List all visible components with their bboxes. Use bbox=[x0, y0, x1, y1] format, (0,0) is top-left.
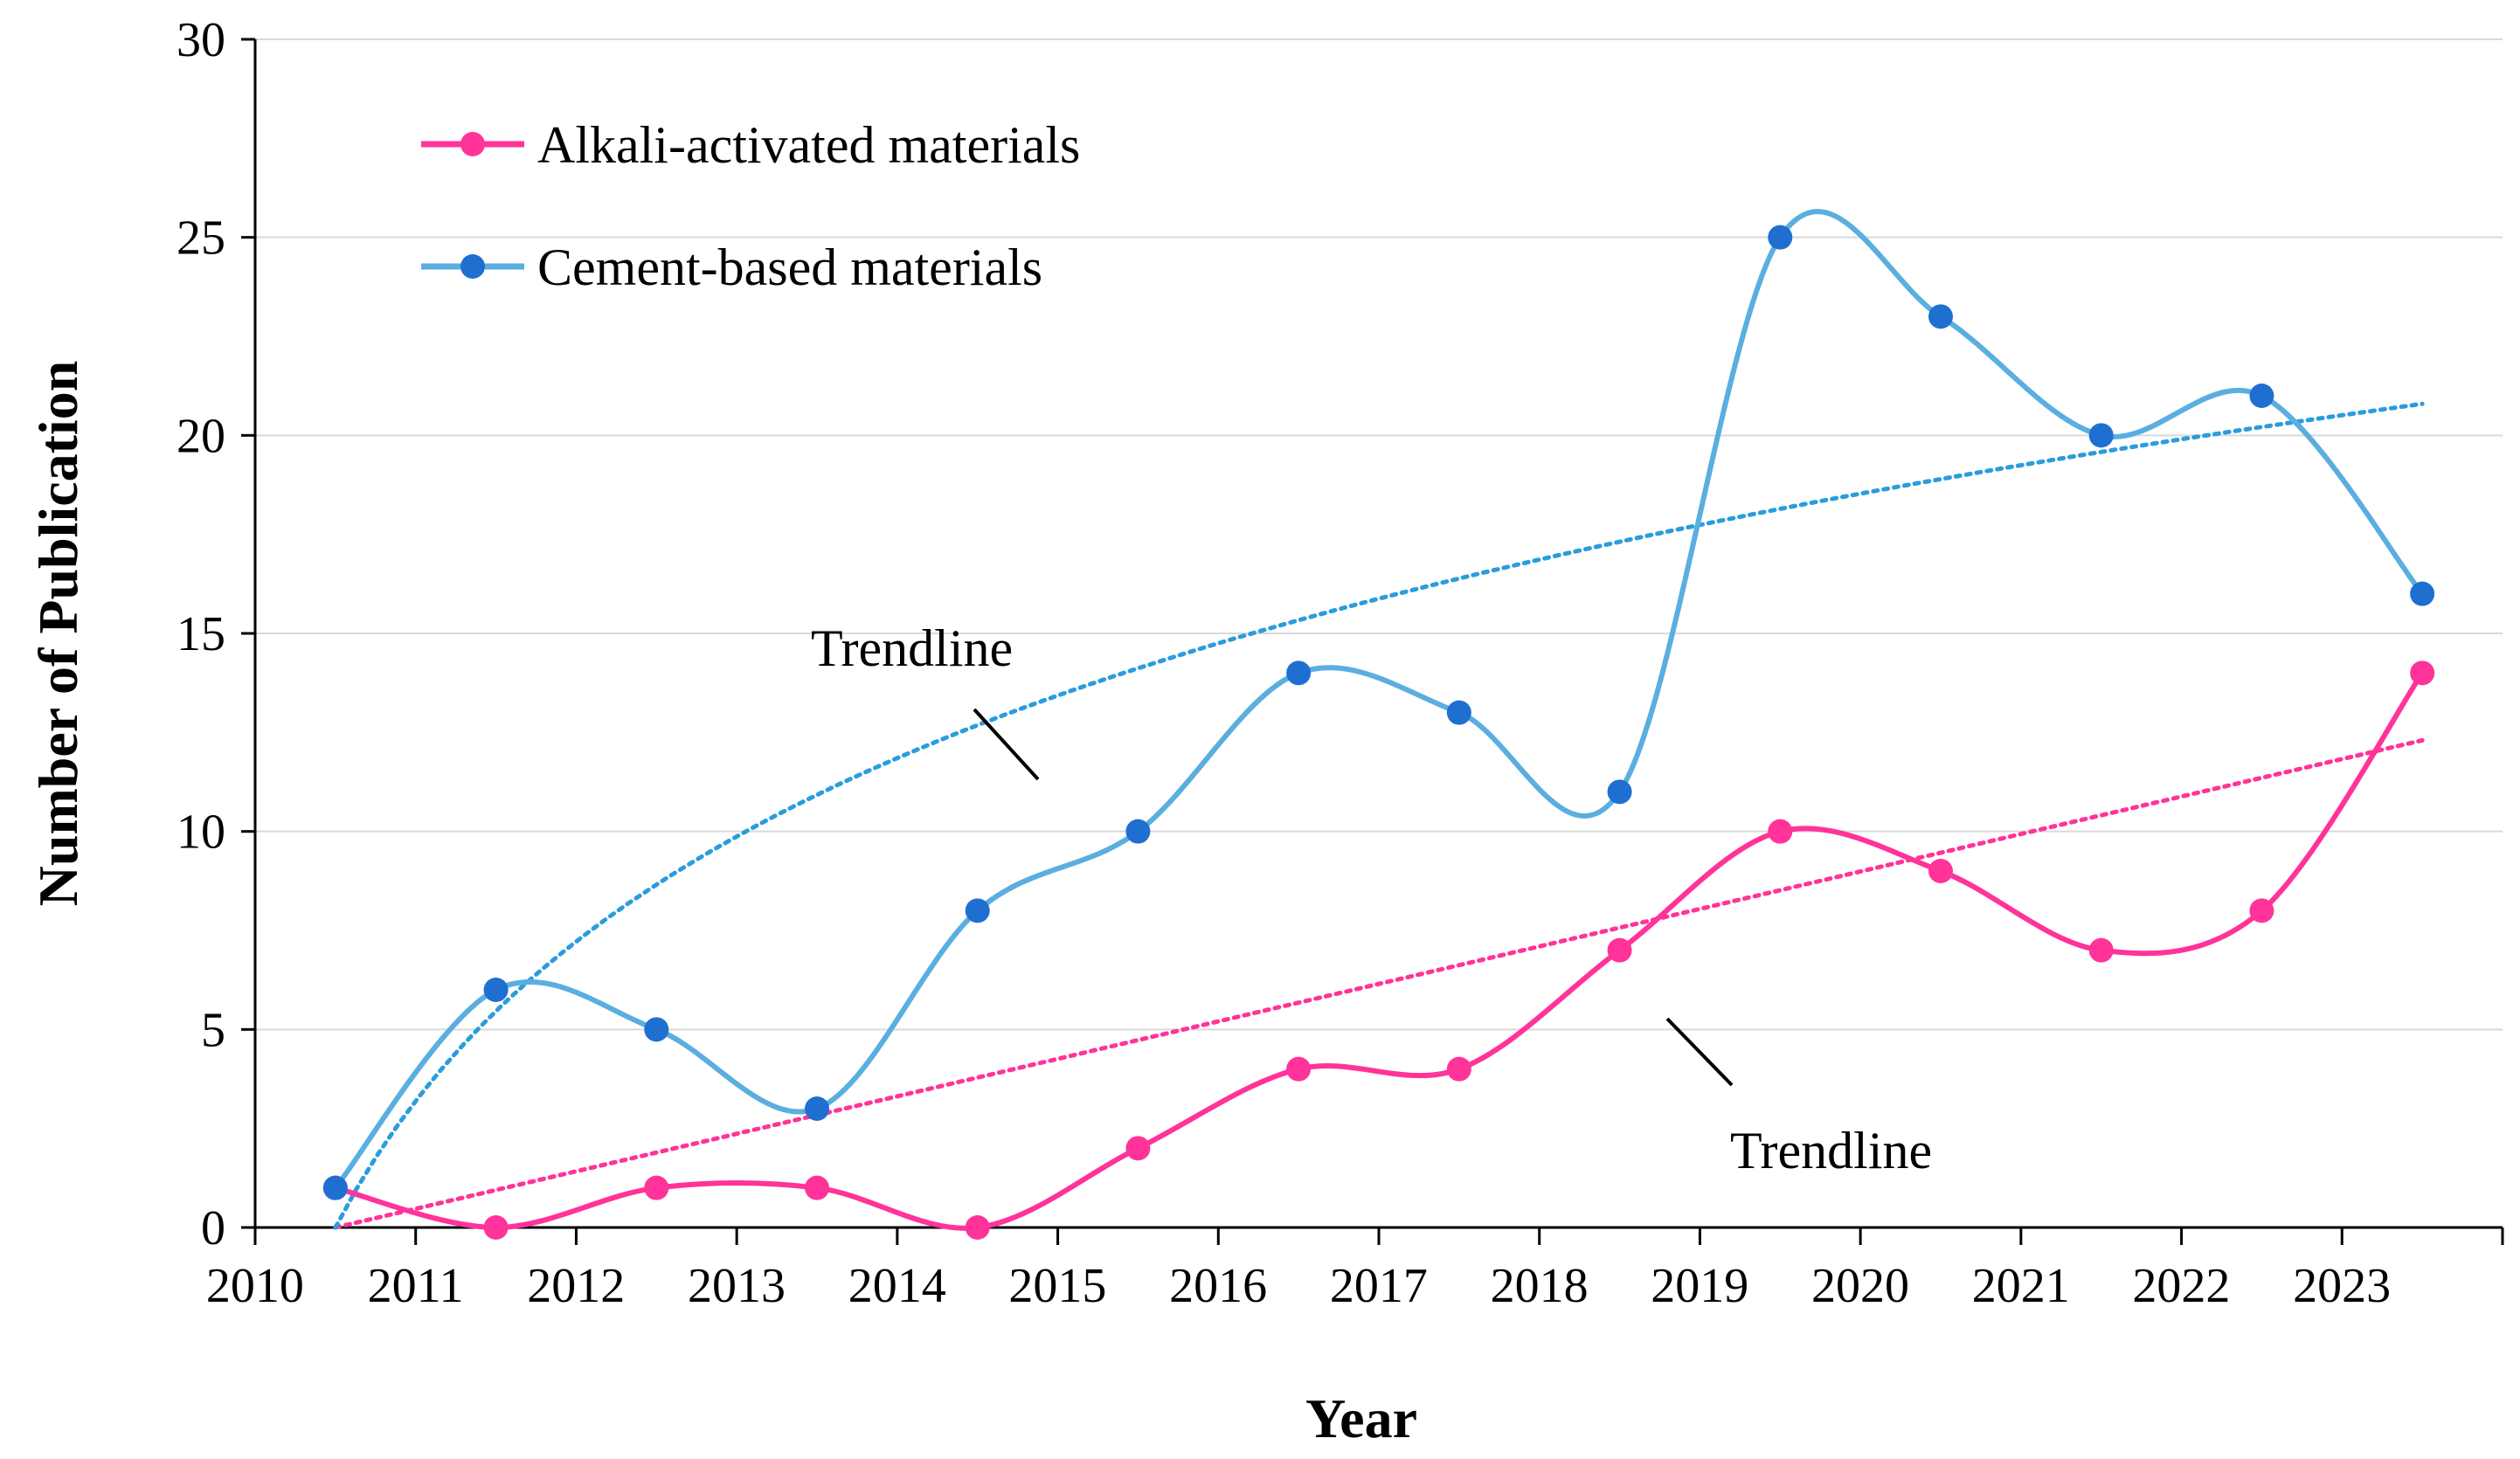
x-tick-label: 2014 bbox=[848, 1259, 946, 1313]
data-point-cement bbox=[322, 1175, 348, 1200]
data-point-cement bbox=[1125, 819, 1151, 844]
data-point-alkali bbox=[1286, 1056, 1312, 1082]
x-tick-label: 2017 bbox=[1330, 1259, 1428, 1313]
data-point-cement bbox=[1446, 700, 1471, 725]
legend-swatch-marker-alkali bbox=[460, 132, 485, 156]
data-point-alkali bbox=[1607, 937, 1632, 963]
x-tick-label: 2013 bbox=[688, 1259, 786, 1313]
data-point-alkali bbox=[1928, 859, 1953, 883]
data-point-alkali bbox=[805, 1175, 829, 1200]
y-tick-label: 15 bbox=[177, 607, 225, 661]
data-point-cement bbox=[483, 978, 509, 1002]
trendline-cement bbox=[333, 401, 2425, 1230]
x-tick-label: 2012 bbox=[527, 1259, 625, 1313]
data-point-alkali bbox=[2410, 660, 2435, 686]
x-tick-label: 2021 bbox=[1972, 1259, 2070, 1313]
data-point-cement bbox=[1607, 779, 1632, 805]
data-point-cement bbox=[2088, 423, 2114, 448]
x-tick-label: 2020 bbox=[1811, 1259, 1909, 1313]
x-tick-label: 2023 bbox=[2293, 1259, 2391, 1313]
data-point-alkali bbox=[483, 1215, 509, 1240]
data-point-cement bbox=[965, 898, 990, 923]
data-point-alkali bbox=[965, 1215, 990, 1240]
data-point-cement bbox=[644, 1017, 669, 1042]
annotation-pointer bbox=[973, 708, 1040, 781]
data-point-cement bbox=[2249, 384, 2274, 408]
legend-label-cement: Cement-based materials bbox=[537, 239, 1042, 296]
legend-label-alkali: Alkali-activated materials bbox=[537, 116, 1080, 174]
x-tick-label: 2018 bbox=[1491, 1259, 1589, 1313]
x-tick-label: 2019 bbox=[1651, 1259, 1748, 1313]
y-tick-label: 5 bbox=[201, 1003, 225, 1057]
trendline-alkali bbox=[333, 737, 2425, 1230]
annotation-label: Trendline bbox=[1730, 1122, 1932, 1179]
data-point-cement bbox=[1768, 225, 1793, 250]
axes bbox=[241, 38, 2504, 1245]
legend-swatch-marker-cement bbox=[460, 254, 485, 279]
y-tick-label: 30 bbox=[177, 13, 225, 67]
y-tick-label: 20 bbox=[177, 409, 225, 463]
data-point-alkali bbox=[644, 1175, 669, 1200]
x-tick-label: 2011 bbox=[368, 1259, 464, 1313]
y-axis-title: Number of Publication bbox=[27, 361, 89, 907]
x-tick-label: 2015 bbox=[1008, 1259, 1106, 1313]
series-points bbox=[322, 225, 2435, 1240]
x-axis-title: Year bbox=[1305, 1387, 1417, 1449]
data-point-alkali bbox=[1768, 819, 1793, 844]
data-point-cement bbox=[1928, 304, 1953, 329]
data-point-cement bbox=[1286, 660, 1312, 686]
y-tick-label: 25 bbox=[177, 211, 225, 266]
data-point-cement bbox=[805, 1096, 829, 1121]
trendlines bbox=[333, 401, 2425, 1230]
data-point-alkali bbox=[1125, 1136, 1151, 1161]
data-point-alkali bbox=[2249, 898, 2274, 923]
annotation-alkali-trendline: Trendline bbox=[1665, 1017, 1932, 1179]
y-tick-labels: 0 5 10 15 20 25 30 bbox=[177, 13, 225, 1255]
y-tick-label: 10 bbox=[177, 806, 225, 860]
x-tick-label: 2016 bbox=[1169, 1259, 1267, 1313]
data-point-alkali bbox=[2088, 937, 2114, 963]
x-tick-labels: 2010 2011 2012 2013 2014 2015 2016 2017 2018 2019… bbox=[206, 1259, 2391, 1313]
gridlines bbox=[255, 38, 2503, 1031]
x-tick-label: 2022 bbox=[2132, 1259, 2230, 1313]
data-point-alkali bbox=[1446, 1056, 1471, 1082]
legend: Alkali-activated materials Cement-based … bbox=[421, 116, 1080, 296]
x-tick-label: 2010 bbox=[206, 1259, 304, 1313]
annotation-label: Trendline bbox=[811, 619, 1013, 677]
y-tick-label: 0 bbox=[201, 1201, 225, 1255]
annotation-cement-trendline: Trendline bbox=[811, 619, 1040, 781]
data-point-cement bbox=[2410, 581, 2435, 606]
annotation-pointer bbox=[1665, 1017, 1734, 1087]
